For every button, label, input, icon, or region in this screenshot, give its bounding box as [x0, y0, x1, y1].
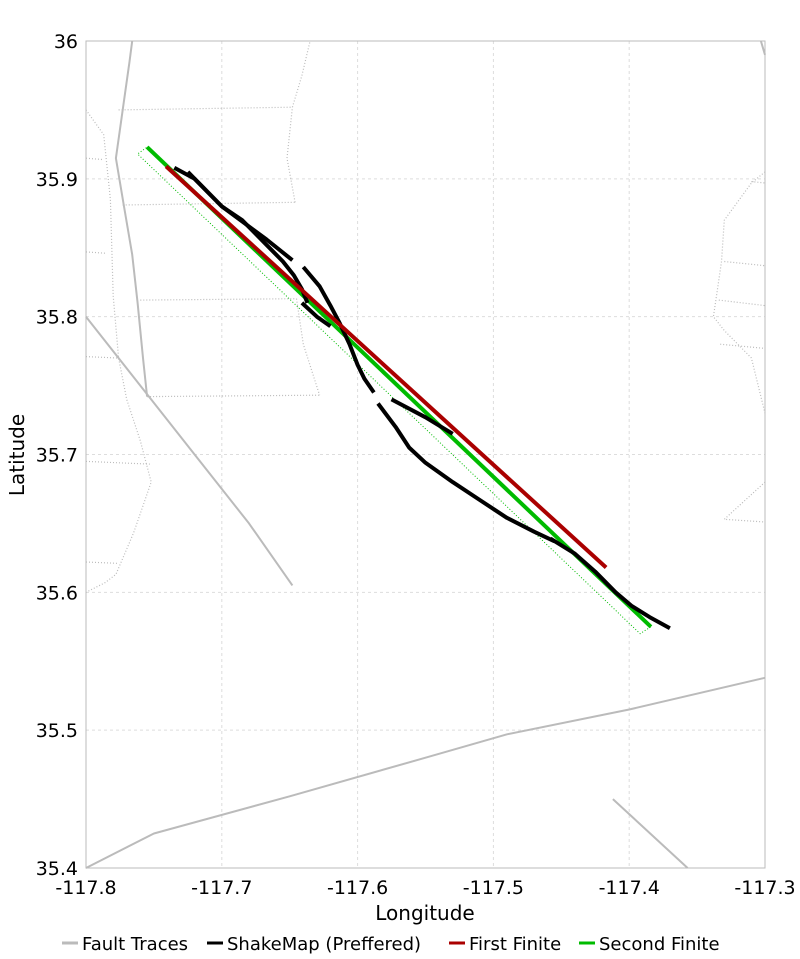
grid — [85, 40, 766, 869]
shakemap-line-1 — [186, 170, 294, 262]
shakemap-line-4 — [376, 402, 556, 544]
y-axis-label: Latitude — [5, 414, 29, 496]
shakemap-series — [173, 166, 671, 630]
fault-traces-line-3 — [612, 798, 689, 869]
fault-traces-minor-line-13 — [712, 171, 766, 414]
fault-traces-minor-line-3 — [85, 356, 118, 359]
x-tick-label-5: -117.3 — [734, 877, 795, 899]
fault-traces-minor-line-14 — [724, 260, 766, 267]
x-tick-label-4: -117.4 — [599, 877, 660, 899]
y-tick-label-6: 36 — [54, 31, 78, 53]
x-tick-label-1: -117.7 — [191, 877, 252, 899]
fault-traces-line-0 — [114, 40, 149, 397]
x-tick-label-3: -117.5 — [463, 877, 524, 899]
first-finite-series — [164, 164, 608, 569]
plot-frame — [85, 40, 766, 869]
first-finite-line-0 — [164, 164, 608, 569]
fault-traces-minor-line-5 — [85, 561, 119, 564]
legend-item-1: ShakeMap (Preffered) — [207, 934, 421, 955]
fault-traces-line-1 — [85, 316, 294, 586]
legend-item-0: Fault Traces — [62, 934, 188, 955]
y-tick-label-0: 35.4 — [36, 858, 78, 880]
y-tick-label-2: 35.6 — [36, 582, 78, 604]
legend-item-3: Second Finite — [579, 934, 720, 955]
fault-traces-minor-line-9 — [147, 394, 320, 398]
fault-traces-minor-line-15 — [718, 299, 766, 307]
fault-traces-minor-line-10 — [291, 40, 311, 108]
shakemap-line-5 — [390, 397, 454, 436]
shakemap-line-2 — [301, 265, 376, 394]
second-finite-outline-line-0 — [137, 146, 652, 635]
plot-series — [85, 40, 766, 869]
fault-traces-line-4 — [759, 40, 766, 56]
second-finite-outline-series — [137, 146, 652, 635]
y-tick-label-5: 35.9 — [36, 169, 78, 191]
legend-label-0: Fault Traces — [82, 934, 188, 955]
fault-traces-minor-line-6 — [118, 106, 293, 111]
shakemap-line-6 — [549, 536, 671, 630]
y-tick-label-1: 35.5 — [36, 720, 78, 742]
legend-label-1: ShakeMap (Preffered) — [227, 934, 421, 955]
tick-labels: -117.8 -117.7 -117.6 -117.5 -117.4 -117.3 35.4… — [36, 31, 796, 899]
fault-traces-series — [85, 40, 766, 869]
fault-traces-minor-line-4 — [85, 460, 150, 465]
fault-traces-minor-line-0 — [85, 109, 152, 593]
x-axis-label: Longitude — [375, 901, 474, 925]
legend: Fault Traces ShakeMap (Preffered) First Fi… — [62, 934, 720, 955]
shakemap-line-3 — [300, 301, 332, 328]
x-tick-label-0: -117.8 — [55, 877, 116, 899]
fault-traces-minor-series — [85, 40, 766, 593]
legend-label-3: Second Finite — [599, 934, 720, 955]
y-tick-label-4: 35.8 — [36, 307, 78, 329]
fault-traces-minor-line-11 — [286, 107, 296, 203]
fault-traces-minor-line-8 — [140, 298, 297, 301]
y-tick-label-3: 35.7 — [36, 445, 78, 467]
legend-label-2: First Finite — [469, 934, 561, 955]
fault-traces-minor-line-16 — [720, 343, 766, 349]
fault-traces-line-2 — [85, 676, 766, 869]
legend-item-2: First Finite — [449, 934, 561, 955]
fault-traces-minor-line-18 — [723, 481, 766, 523]
x-tick-label-2: -117.6 — [327, 877, 388, 899]
fault-traces-minor-line-1 — [85, 157, 103, 161]
fault-traces-minor-line-12 — [295, 298, 321, 396]
fault-traces-minor-line-2 — [85, 251, 107, 254]
fault-traces-minor-line-17 — [751, 181, 766, 184]
